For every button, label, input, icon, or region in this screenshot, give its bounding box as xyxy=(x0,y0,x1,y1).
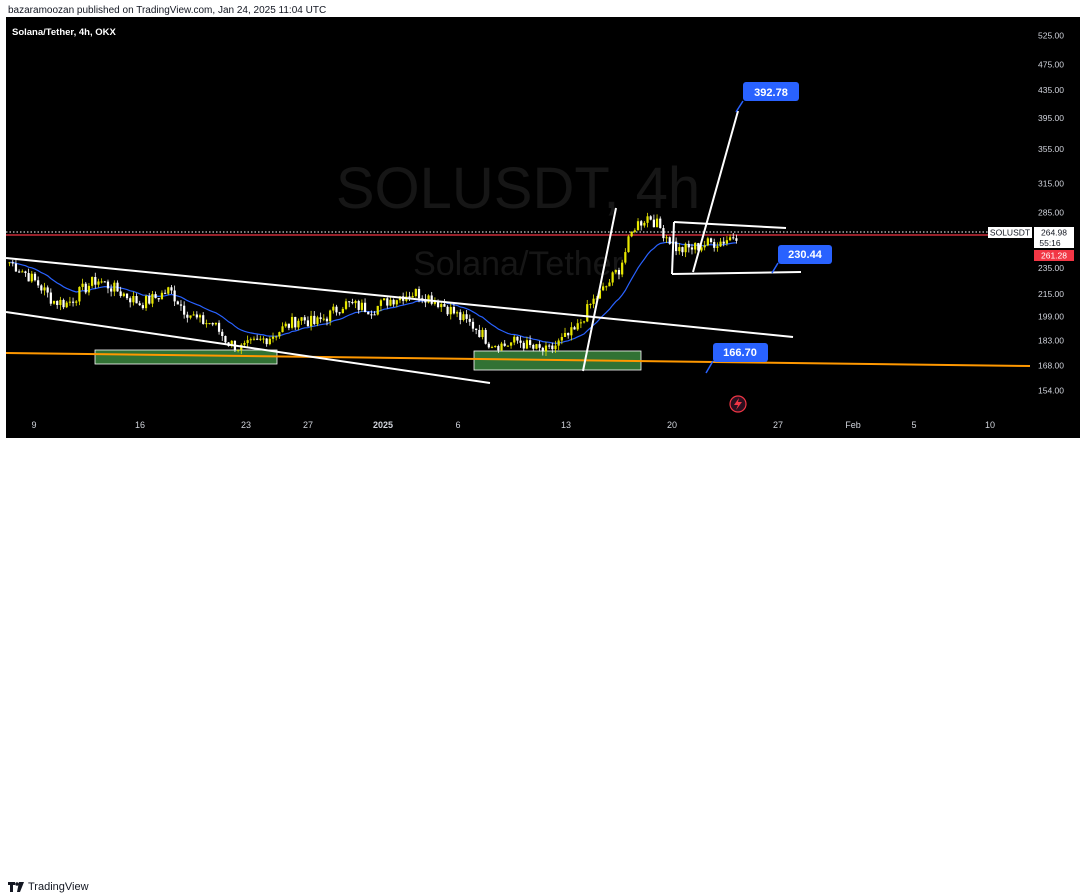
tradingview-logo[interactable]: TradingView xyxy=(8,881,89,893)
tradingview-logo-text: TradingView xyxy=(28,881,89,893)
footer-bar: TradingView xyxy=(0,438,1080,893)
publisher-bar: bazaramoozan published on TradingView.co… xyxy=(0,0,1080,22)
tradingview-logo-icon xyxy=(8,882,24,892)
time-axis[interactable] xyxy=(6,414,1080,438)
price-axis[interactable] xyxy=(1032,17,1080,414)
chart-area[interactable] xyxy=(6,17,1032,414)
publisher-text: bazaramoozan published on TradingView.co… xyxy=(8,5,327,16)
